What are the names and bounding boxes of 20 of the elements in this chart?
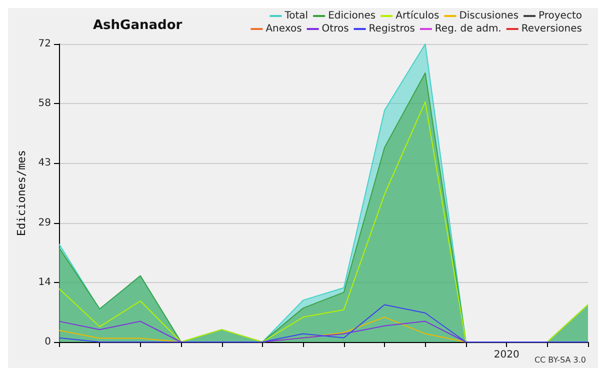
y-tick-label: 14 [38,276,51,288]
legend-label: Otros [322,24,349,34]
y-tick-label: 29 [38,217,51,228]
text: CC BY-SA 3.0 [534,356,586,364]
legend-label: Discusiones [459,10,519,22]
legend-label: Reversiones [521,24,582,34]
legend-label: Anexos [266,24,302,34]
legend-label: Registros [368,24,415,34]
y-tick-label: 72 [38,38,51,50]
y-tick-label: 58 [38,98,51,110]
legend-label: Total [284,10,308,22]
x-tick-label: 2020 [494,350,520,360]
y-tick-label: 43 [38,158,51,169]
y-tick-label: 0 [44,336,51,348]
legend-label: Ediciones [328,10,376,22]
legend-label: Reg. de adm. [434,24,502,34]
legend-label: Artículos [396,10,440,22]
legend-label: Proyecto [538,10,582,22]
y-axis-title: Ediciones/mes [15,150,28,236]
chart-title: AshGanador [93,18,183,33]
